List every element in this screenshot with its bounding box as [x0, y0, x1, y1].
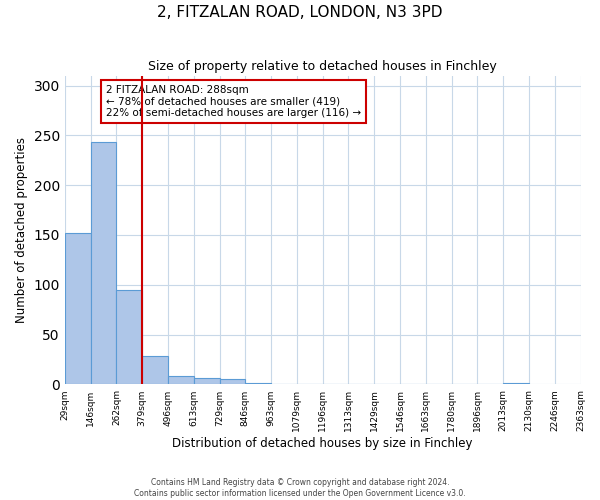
Text: 2, FITZALAN ROAD, LONDON, N3 3PD: 2, FITZALAN ROAD, LONDON, N3 3PD [157, 5, 443, 20]
Text: 2 FITZALAN ROAD: 288sqm
← 78% of detached houses are smaller (419)
22% of semi-d: 2 FITZALAN ROAD: 288sqm ← 78% of detache… [106, 85, 361, 118]
Bar [194, 378, 220, 384]
Bar [142, 356, 168, 384]
Bar [91, 142, 116, 384]
Y-axis label: Number of detached properties: Number of detached properties [15, 137, 28, 323]
Bar [65, 233, 91, 384]
Bar [168, 376, 194, 384]
X-axis label: Distribution of detached houses by size in Finchley: Distribution of detached houses by size … [172, 437, 473, 450]
Bar [116, 290, 142, 384]
Text: Contains HM Land Registry data © Crown copyright and database right 2024.
Contai: Contains HM Land Registry data © Crown c… [134, 478, 466, 498]
Title: Size of property relative to detached houses in Finchley: Size of property relative to detached ho… [148, 60, 497, 73]
Bar [220, 380, 245, 384]
